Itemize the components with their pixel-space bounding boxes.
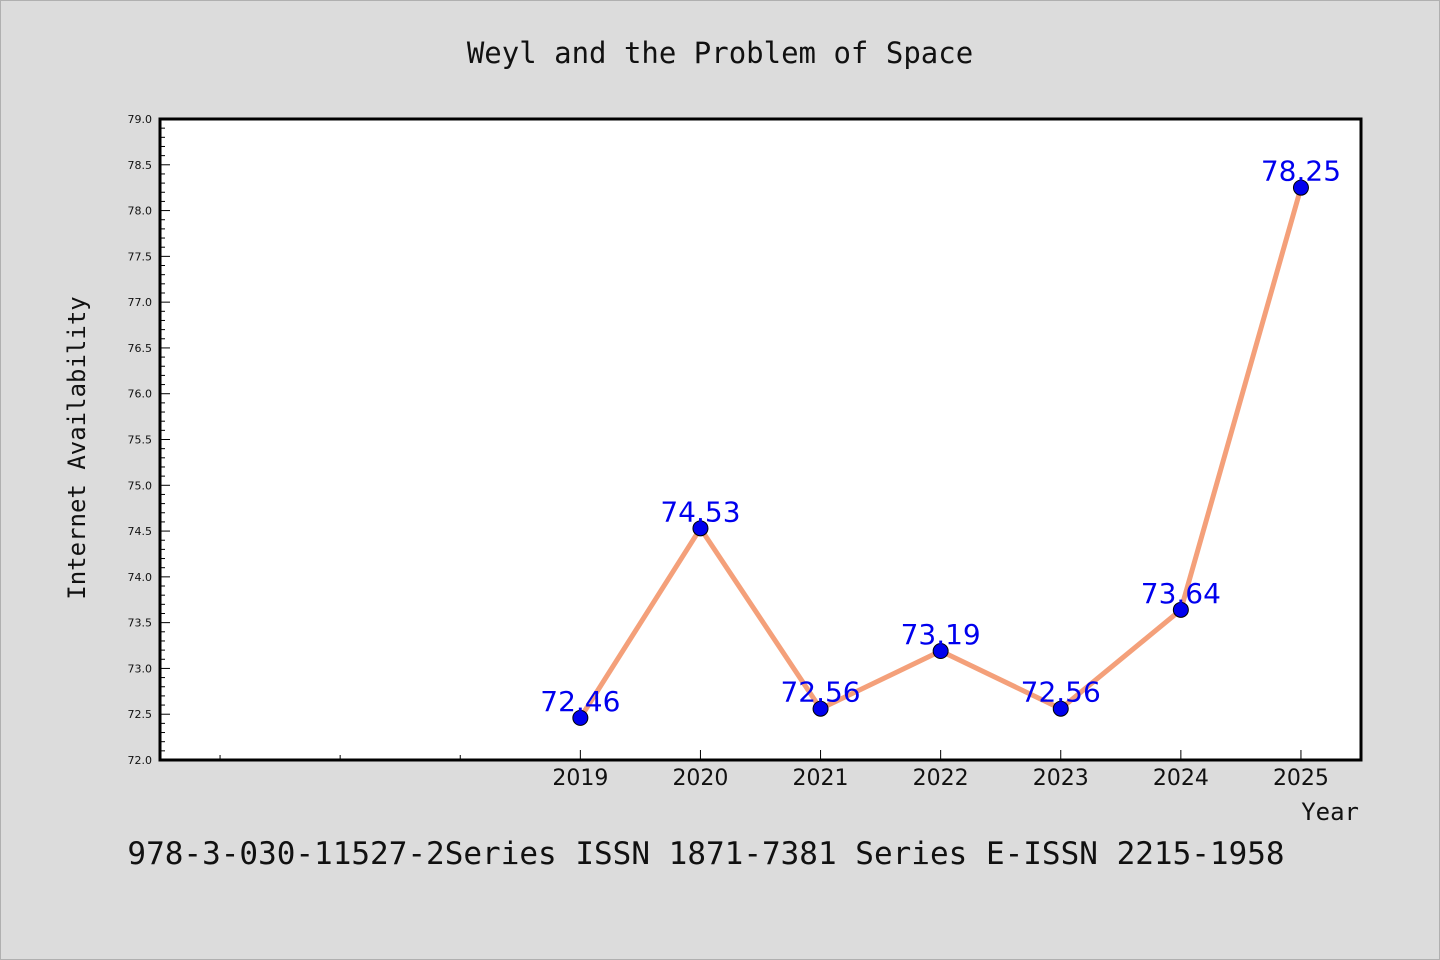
plot-area [158, 117, 1363, 762]
data-point [1172, 601, 1189, 618]
x-tick-label: 2019 [552, 766, 608, 791]
chart-title: Weyl and the Problem of Space [467, 36, 973, 70]
data-point [932, 643, 949, 660]
data-label-group: 72.46 74.53 72.56 73.19 72.56 73.64 78.25 [540, 155, 1341, 718]
y-tick-label: 78.5 [128, 159, 153, 172]
x-axis: 2019 2020 2021 2022 2023 2024 2025 [219, 750, 1329, 791]
y-tick-label: 74.0 [128, 571, 153, 584]
data-point [692, 520, 709, 537]
x-tick-label: 2021 [793, 766, 849, 791]
y-tick-label: 72.0 [128, 754, 153, 767]
x-tick-label: 2022 [913, 766, 969, 791]
y-tick-label: 76.0 [128, 388, 153, 401]
y-axis: 72.0 72.5 73.0 73.5 74.0 74.5 75.0 75.5 76.0 76.5… [128, 113, 170, 767]
data-label: 73.19 [901, 618, 981, 651]
y-tick-label: 79.0 [128, 113, 153, 126]
data-point [572, 709, 589, 726]
y-tick-label: 77.0 [128, 296, 153, 309]
y-tick-label: 75.5 [128, 434, 153, 447]
y-axis-label: Internet Availability [63, 296, 91, 599]
x-axis-label: Year [1301, 798, 1359, 826]
data-label: 74.53 [660, 495, 740, 528]
data-point [1292, 179, 1309, 196]
y-tick-label: 73.0 [128, 662, 153, 675]
y-tick-label: 72.5 [128, 708, 153, 721]
data-label: 73.64 [1141, 577, 1221, 610]
y-tick-label: 77.5 [128, 250, 153, 263]
data-label: 78.25 [1261, 155, 1341, 188]
y-tick-label: 73.5 [128, 617, 153, 630]
data-point [812, 700, 829, 717]
x-tick-label: 2025 [1273, 766, 1329, 791]
x-tick-label: 2024 [1153, 766, 1209, 791]
y-tick-label: 78.0 [128, 205, 153, 218]
marker-group [572, 179, 1309, 726]
data-label: 72.56 [780, 676, 860, 709]
data-label: 72.56 [1021, 676, 1101, 709]
x-tick-label: 2020 [672, 766, 728, 791]
y-tick-label: 74.5 [128, 525, 153, 538]
footer-text: 978-3-030-11527-2Series ISSN 1871-7381 S… [127, 836, 1284, 872]
y-tick-label: 76.5 [128, 342, 153, 355]
x-tick-label: 2023 [1033, 766, 1089, 791]
data-label: 72.46 [540, 685, 620, 718]
y-tick-label: 75.0 [128, 479, 153, 492]
data-point [1052, 700, 1069, 717]
